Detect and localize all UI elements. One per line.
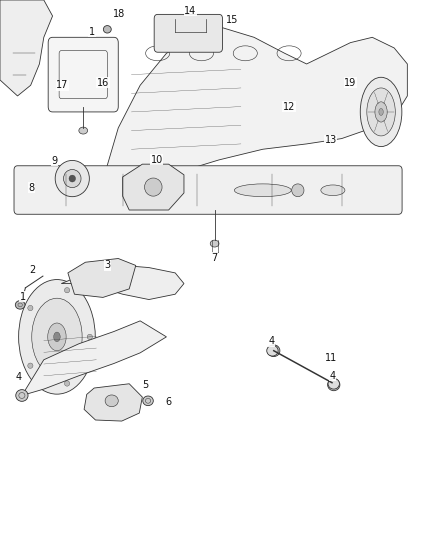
Ellipse shape xyxy=(367,88,395,136)
Ellipse shape xyxy=(379,109,383,116)
Ellipse shape xyxy=(28,305,33,311)
Text: 16: 16 xyxy=(97,78,109,87)
Ellipse shape xyxy=(28,363,33,368)
Ellipse shape xyxy=(64,169,81,188)
Ellipse shape xyxy=(54,332,60,342)
Text: 7: 7 xyxy=(212,253,218,263)
Text: 1: 1 xyxy=(20,292,26,302)
Polygon shape xyxy=(61,265,184,300)
Polygon shape xyxy=(84,384,142,421)
Text: 5: 5 xyxy=(142,380,148,390)
Text: 18: 18 xyxy=(113,9,125,19)
Ellipse shape xyxy=(15,301,25,309)
Text: 1: 1 xyxy=(89,27,95,37)
Ellipse shape xyxy=(145,178,162,196)
Polygon shape xyxy=(68,259,136,297)
Ellipse shape xyxy=(328,379,340,391)
FancyBboxPatch shape xyxy=(14,166,402,214)
Ellipse shape xyxy=(79,127,88,134)
Text: 4: 4 xyxy=(330,371,336,381)
Text: 19: 19 xyxy=(344,78,357,87)
Ellipse shape xyxy=(55,160,89,197)
Ellipse shape xyxy=(87,334,92,340)
Ellipse shape xyxy=(64,381,70,386)
Ellipse shape xyxy=(210,240,219,247)
Ellipse shape xyxy=(234,184,291,197)
Polygon shape xyxy=(0,0,53,96)
Ellipse shape xyxy=(19,279,95,394)
Text: 2: 2 xyxy=(30,265,36,275)
Ellipse shape xyxy=(69,175,76,182)
Ellipse shape xyxy=(105,395,118,407)
Text: 8: 8 xyxy=(28,183,35,192)
Ellipse shape xyxy=(375,102,387,122)
Ellipse shape xyxy=(328,378,339,389)
Text: 13: 13 xyxy=(325,135,337,145)
Ellipse shape xyxy=(48,323,66,351)
Ellipse shape xyxy=(292,184,304,197)
Ellipse shape xyxy=(16,390,28,401)
Ellipse shape xyxy=(267,345,278,356)
Polygon shape xyxy=(123,164,184,210)
Text: 9: 9 xyxy=(52,156,58,166)
Text: 15: 15 xyxy=(226,15,238,25)
Ellipse shape xyxy=(268,345,280,357)
Text: 6: 6 xyxy=(166,398,172,407)
Ellipse shape xyxy=(64,288,70,293)
Text: 10: 10 xyxy=(151,155,163,165)
Ellipse shape xyxy=(143,396,153,406)
FancyBboxPatch shape xyxy=(48,37,118,112)
Text: 4: 4 xyxy=(15,372,21,382)
Text: 17: 17 xyxy=(57,80,69,90)
Ellipse shape xyxy=(32,298,82,375)
Ellipse shape xyxy=(321,185,345,196)
Text: 12: 12 xyxy=(283,102,295,111)
Ellipse shape xyxy=(360,77,402,147)
Polygon shape xyxy=(96,27,407,203)
FancyBboxPatch shape xyxy=(154,14,223,52)
Text: 4: 4 xyxy=(268,336,275,346)
Ellipse shape xyxy=(103,26,111,33)
Text: 11: 11 xyxy=(325,353,338,363)
Text: 14: 14 xyxy=(184,6,197,15)
Polygon shape xyxy=(22,321,166,395)
Text: 3: 3 xyxy=(105,261,111,270)
